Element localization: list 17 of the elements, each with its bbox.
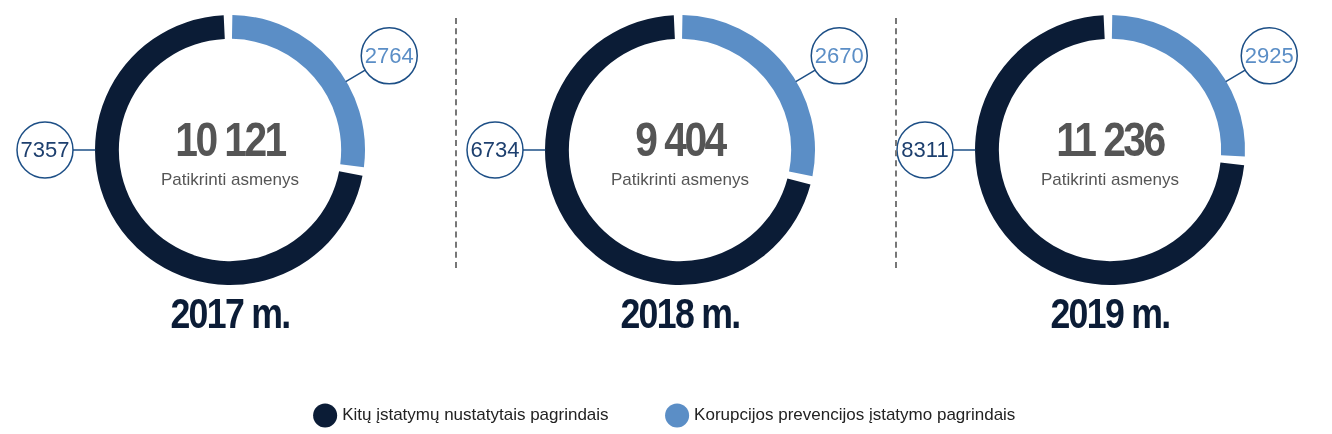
text: 2017 m. [169,290,291,338]
data-label: 2670 [814,42,864,68]
text: Patikrinti asmenys [1040,170,1180,190]
data-label: 2925 [1244,42,1294,68]
data-label: 2764 [364,42,414,68]
text: 2018 m. [619,290,741,338]
text: Patikrinti asmenys [610,170,750,190]
text: 11 236 [1056,113,1164,166]
legend-label: Korupcijos prevencijos įstatymo pagrindais [694,405,1016,425]
data-label: 8311 [901,137,949,163]
text: Patikrinti asmenys [160,170,300,190]
text: 9 404 [635,113,725,166]
legend-label: Kitų įstatymų nustatytais pagrindais [342,405,609,425]
data-label: 6734 [470,137,520,163]
text: 10 121 [175,113,285,166]
data-label: 7357 [20,137,70,163]
text: 2019 m. [1049,290,1171,338]
